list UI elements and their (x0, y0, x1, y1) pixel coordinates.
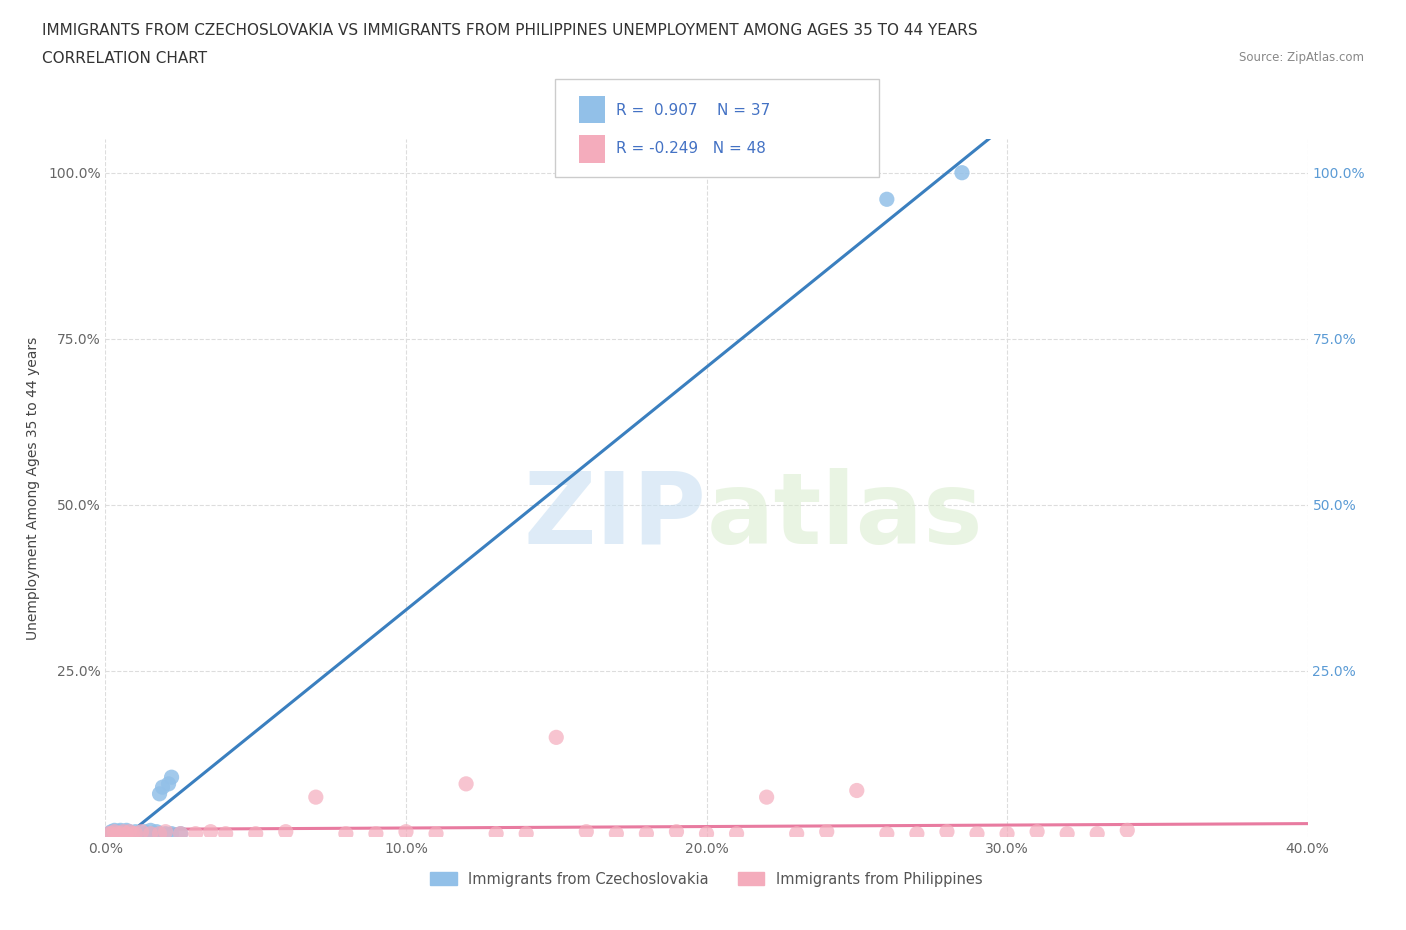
Point (103, 824, 125, 839)
Text: Source: ZipAtlas.com: Source: ZipAtlas.com (1239, 51, 1364, 64)
Text: R = -0.249   N = 48: R = -0.249 N = 48 (616, 140, 766, 155)
Point (134, 824, 156, 839)
Point (876, 192, 898, 206)
Point (103, 823, 125, 838)
Point (936, 824, 959, 839)
Point (110, 825, 132, 840)
Point (124, 826, 146, 841)
Point (107, 826, 129, 841)
Point (1116, 823, 1139, 838)
Text: atlas: atlas (707, 468, 983, 565)
Point (100, 824, 122, 839)
Point (145, 824, 167, 839)
Point (110, 823, 132, 838)
Point (335, 826, 357, 841)
Point (160, 770, 183, 785)
Point (148, 787, 170, 802)
Point (1085, 826, 1108, 841)
Point (815, 824, 838, 839)
Point (139, 826, 162, 841)
Point (950, 166, 973, 180)
Point (169, 826, 191, 841)
Point (112, 826, 135, 841)
Point (131, 826, 153, 841)
Point (845, 783, 868, 798)
Text: ZIP: ZIP (523, 468, 707, 565)
Point (157, 777, 180, 791)
Point (274, 824, 297, 839)
Point (115, 826, 138, 841)
Point (128, 826, 150, 841)
Point (1056, 826, 1078, 841)
Point (155, 826, 177, 841)
Point (139, 823, 162, 838)
Point (142, 826, 165, 841)
Point (364, 826, 387, 841)
Point (121, 826, 143, 841)
Point (97, 826, 120, 841)
Point (131, 824, 153, 839)
Point (148, 826, 170, 841)
Point (115, 826, 138, 841)
Point (118, 824, 141, 839)
Point (110, 826, 132, 841)
Point (786, 826, 808, 841)
Point (245, 826, 267, 841)
Point (725, 826, 748, 841)
Point (696, 826, 718, 841)
Point (103, 826, 125, 841)
Point (1026, 824, 1049, 839)
Text: IMMIGRANTS FROM CZECHOSLOVAKIA VS IMMIGRANTS FROM PHILIPPINES UNEMPLOYMENT AMONG: IMMIGRANTS FROM CZECHOSLOVAKIA VS IMMIGR… (42, 23, 977, 38)
Point (214, 826, 236, 841)
Point (136, 826, 159, 841)
Point (546, 730, 568, 745)
Point (110, 826, 132, 841)
Point (966, 826, 988, 841)
Point (575, 824, 598, 839)
Point (665, 824, 688, 839)
Point (160, 826, 183, 841)
Point (184, 826, 207, 841)
Point (155, 824, 177, 839)
Point (636, 826, 658, 841)
Text: R =  0.907    N = 37: R = 0.907 N = 37 (616, 102, 770, 118)
Point (876, 826, 898, 841)
Point (103, 824, 125, 839)
Point (100, 826, 122, 841)
Point (148, 826, 170, 841)
Point (112, 824, 135, 839)
Point (425, 826, 447, 841)
Point (100, 826, 122, 841)
Point (118, 824, 141, 839)
Point (124, 824, 146, 839)
Point (107, 826, 129, 841)
Point (395, 824, 418, 839)
Point (152, 779, 174, 794)
Y-axis label: Unemployment Among Ages 35 to 44 years: Unemployment Among Ages 35 to 44 years (25, 337, 39, 640)
Point (454, 777, 477, 791)
Point (115, 823, 138, 838)
Point (515, 826, 537, 841)
Point (169, 826, 191, 841)
Point (305, 790, 328, 804)
Point (121, 826, 143, 841)
Point (118, 826, 141, 841)
Point (97, 826, 120, 841)
Point (485, 826, 508, 841)
Point (605, 826, 627, 841)
Point (107, 824, 129, 839)
Point (112, 824, 135, 839)
Legend: Immigrants from Czechoslovakia, Immigrants from Philippines: Immigrants from Czechoslovakia, Immigran… (425, 866, 988, 893)
Point (200, 824, 222, 839)
Point (124, 826, 146, 841)
Point (995, 826, 1018, 841)
Point (905, 826, 928, 841)
Point (755, 790, 778, 804)
Text: CORRELATION CHART: CORRELATION CHART (42, 51, 207, 66)
